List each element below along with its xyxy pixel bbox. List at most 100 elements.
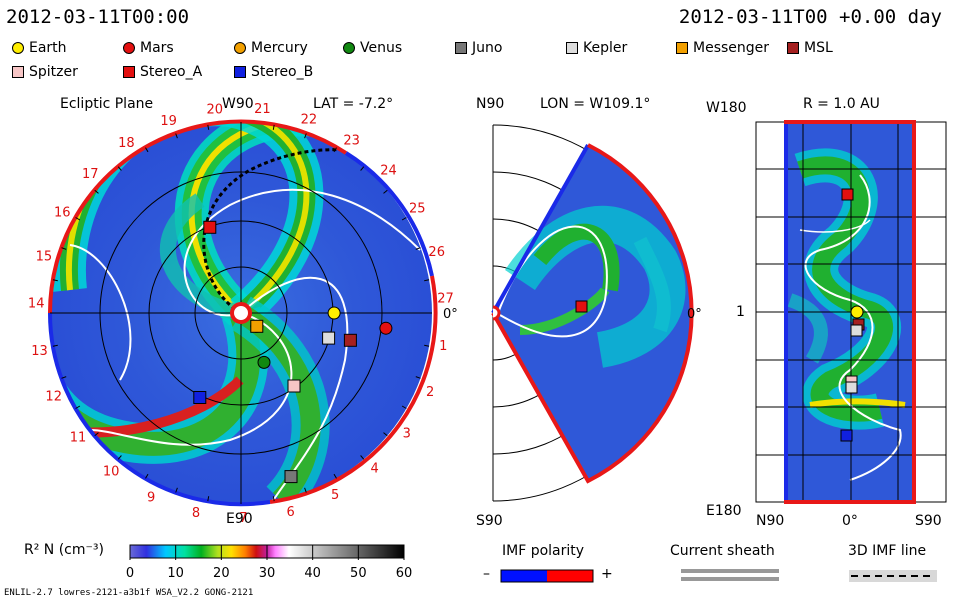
radial-bodies	[840, 188, 865, 442]
ecliptic-tick	[424, 344, 430, 347]
ecliptic-tick	[272, 124, 275, 130]
ecliptic-tick	[61, 247, 67, 250]
legend-spitzer-icon	[12, 66, 24, 78]
legend-item-msl: MSL	[787, 40, 833, 56]
rotation-number: 21	[254, 102, 271, 117]
rotation-number: 13	[31, 344, 48, 359]
rotation-number: 7	[239, 511, 247, 526]
body-marker-msl	[343, 333, 357, 347]
rotation-number: 11	[70, 430, 87, 445]
rotation-number: 10	[103, 465, 120, 480]
radial-r-label: R = 1.0 AU	[803, 96, 880, 112]
colorbar-tick-label: 0	[126, 566, 134, 581]
body-marker-messenger	[250, 319, 264, 333]
meridional-panel: 0°	[491, 124, 702, 502]
legend-label: Messenger	[693, 40, 770, 56]
imf-3d-title: 3D IMF line	[848, 543, 927, 559]
imf-polarity-minus: –	[483, 566, 490, 582]
legend-item-stereo_b: Stereo_B	[234, 64, 313, 80]
ecliptic-rim-red-lower	[269, 275, 438, 504]
rotation-number: 26	[428, 245, 445, 260]
rotation-number: 20	[207, 103, 224, 118]
ecliptic-tick	[94, 432, 99, 437]
legend-venus-icon	[343, 42, 355, 54]
rotation-number: 14	[28, 297, 45, 312]
legend-item-mars: Mars	[123, 40, 174, 56]
ecliptic-lat-label: LAT = -7.2°	[313, 96, 394, 112]
radial-kepler-2	[845, 381, 858, 394]
ecliptic-bottom-label: E90	[226, 511, 253, 527]
radial-bottom-label: E180	[706, 503, 742, 519]
rotation-number: 25	[409, 201, 426, 216]
colorbar-tick-label: 60	[396, 566, 413, 581]
colorbar-ticks: 0 10 20 30 40 50 60	[126, 545, 412, 581]
legend-item-mercury: Mercury	[234, 40, 308, 56]
ecliptic-bodies	[193, 220, 393, 484]
imf-polarity-frame	[500, 569, 594, 583]
ecliptic-tick	[360, 166, 365, 171]
current-sheath-title: Current sheath	[670, 543, 775, 559]
ecliptic-tick	[52, 279, 58, 282]
legend-messenger-icon	[676, 42, 688, 54]
radial-features	[787, 148, 906, 481]
ecliptic-tick	[304, 487, 307, 493]
imf-polarity-title: IMF polarity	[502, 543, 585, 559]
ecliptic-tick	[75, 405, 81, 409]
meridional-top-label: N90	[476, 96, 505, 112]
radial-x-right: S90	[915, 513, 942, 529]
colorbar-tick-label: 10	[167, 566, 184, 581]
legend-earth-icon	[12, 42, 24, 54]
rotation-number: 9	[147, 490, 155, 505]
rotation-number: 2	[426, 385, 434, 400]
rotation-number: 18	[118, 136, 135, 151]
ecliptic-tick	[415, 247, 421, 250]
colorbar-tick-label: 50	[350, 566, 367, 581]
legend-item-spitzer: Spitzer	[12, 64, 78, 80]
ecliptic-tick	[175, 133, 178, 139]
ecliptic-tick	[401, 405, 407, 409]
legend-label: Mars	[140, 40, 174, 56]
date-right: 2012-03-11T00 +0.00 day	[678, 6, 942, 28]
rotation-number: 5	[331, 488, 339, 503]
radial-x-mid: 0°	[842, 513, 858, 529]
ecliptic-tick	[207, 496, 210, 502]
radial-kepler	[850, 324, 863, 337]
ecliptic-tick	[61, 376, 67, 379]
wedge-edge-blue	[491, 144, 590, 314]
legend-item-messenger: Messenger	[676, 40, 769, 56]
meridional-lon-label: LON = W109.1°	[540, 96, 651, 112]
legend-stereo_a-icon	[123, 66, 135, 78]
imf-polarity-positive	[547, 570, 593, 582]
legend-label: Mercury	[251, 40, 308, 56]
ecliptic-tick	[360, 455, 365, 460]
ecliptic-tick	[415, 376, 421, 379]
legend-kepler-icon	[566, 42, 578, 54]
legend-mars-icon	[123, 42, 135, 54]
ecliptic-tick	[75, 217, 81, 221]
ecliptic-tick	[383, 189, 388, 194]
ecliptic-tick	[117, 455, 122, 460]
radial-x-left: N90	[756, 513, 785, 529]
body-marker-juno	[284, 470, 298, 484]
rotation-number: 27	[437, 292, 454, 307]
rotation-number: 12	[45, 389, 62, 404]
legend-stereo_b-icon	[234, 66, 246, 78]
body-marker-stereo_a	[203, 220, 217, 234]
legend-item-kepler: Kepler	[566, 40, 627, 56]
legend-item-stereo_a: Stereo_A	[123, 64, 202, 80]
ecliptic-tick	[304, 133, 307, 139]
legend-label: Stereo_B	[251, 64, 314, 80]
body-marker-spitzer	[287, 379, 301, 393]
ecliptic-grid	[50, 122, 432, 504]
colorbar-tick-label: 20	[213, 566, 230, 581]
radial-mid-label: 1	[736, 304, 745, 320]
colorbar-label: R² N (cm⁻³)	[24, 542, 104, 558]
rotation-number: 8	[192, 506, 200, 521]
rotation-number: 19	[160, 114, 177, 129]
body-marker-kepler	[322, 331, 336, 345]
colorbar: 0 10 20 30 40 50 60	[126, 544, 412, 581]
ecliptic-rim-blue-lower	[47, 312, 271, 507]
